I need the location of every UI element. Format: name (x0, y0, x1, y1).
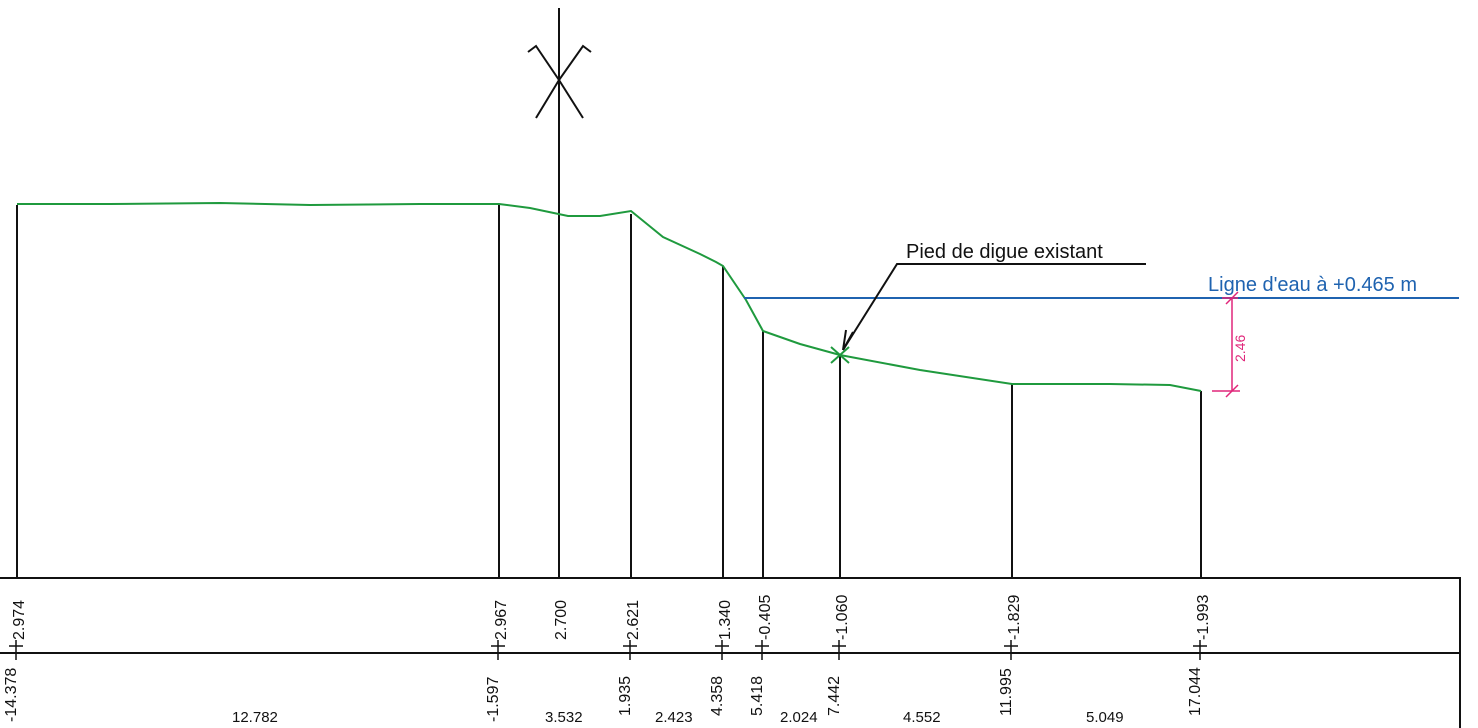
station-lines (16, 205, 1202, 578)
height-dimension (1212, 291, 1240, 398)
partial-distance: 4.552 (903, 709, 941, 726)
distance-value: 5.418 (749, 676, 766, 716)
distance-value: -1.597 (485, 677, 502, 722)
elevation-value: 1.340 (717, 600, 734, 640)
distance-value: 1.935 (617, 676, 634, 716)
distance-value: 11.995 (998, 668, 1015, 716)
station-ticks (9, 640, 1207, 660)
height-dimension-label: 2.46 (1232, 335, 1248, 362)
partial-distance: 12.782 (232, 709, 278, 726)
partial-distance: 3.532 (545, 709, 583, 726)
distance-value: 7.442 (826, 676, 843, 716)
elevation-value: 2.621 (625, 600, 642, 640)
toe-label: Pied de digue existant (906, 241, 1103, 263)
elevation-value: -0.405 (757, 595, 774, 640)
partial-distance-row: 12.782 3.532 2.423 2.024 4.552 5.049 (232, 709, 1124, 726)
distance-row: -14.378 -1.597 1.935 4.358 5.418 7.442 1… (3, 667, 1204, 722)
distance-value: 4.358 (709, 676, 726, 716)
elevation-value: -1.829 (1006, 595, 1023, 640)
partial-distance: 2.024 (780, 709, 818, 726)
ground-profile-line (17, 201, 1202, 392)
elevation-row: 2.974 2.967 2.700 2.621 1.340 -0.405 -1.… (11, 595, 1212, 640)
water-level-label: Ligne d'eau à +0.465 m (1208, 274, 1417, 296)
partial-distance: 5.049 (1086, 709, 1124, 726)
distance-value: -14.378 (3, 668, 20, 722)
axis-cross-icon (527, 8, 592, 578)
elevation-value: -1.060 (834, 595, 851, 640)
elevation-value: 2.974 (11, 600, 28, 640)
elevation-value: 2.700 (553, 600, 570, 640)
toe-leader (842, 263, 1146, 351)
elevation-value: 2.967 (493, 600, 510, 640)
toe-cross-icon (830, 346, 850, 364)
distance-value: 17.044 (1187, 667, 1204, 716)
data-table-frame (0, 577, 1461, 728)
partial-distance: 2.423 (655, 709, 693, 726)
elevation-value: -1.993 (1195, 595, 1212, 640)
